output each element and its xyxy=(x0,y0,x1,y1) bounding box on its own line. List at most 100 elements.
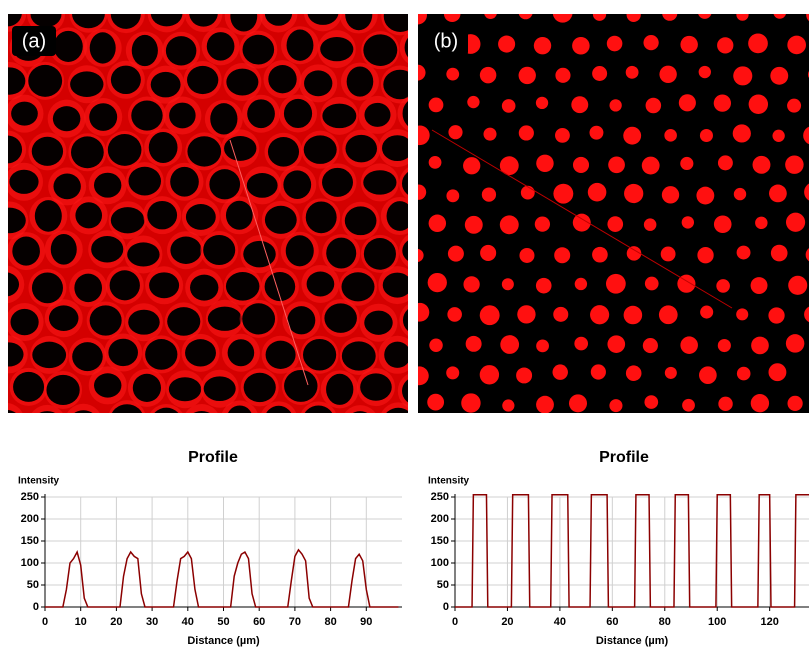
dot xyxy=(772,130,784,142)
dot xyxy=(626,425,641,440)
y-axis-label: Intensity xyxy=(18,476,60,487)
hole xyxy=(345,0,372,30)
dot xyxy=(770,67,788,85)
x-tick-label: 60 xyxy=(253,616,265,628)
hole xyxy=(204,376,236,401)
hole xyxy=(12,237,40,266)
hole xyxy=(90,32,116,63)
dot xyxy=(643,338,658,353)
dot xyxy=(700,306,713,319)
dot xyxy=(606,274,626,294)
dot xyxy=(447,307,462,322)
hole xyxy=(0,410,21,434)
dot xyxy=(536,155,553,172)
dot xyxy=(751,277,768,294)
dot xyxy=(411,303,430,322)
rim xyxy=(0,302,5,340)
hole xyxy=(170,237,201,264)
dot xyxy=(534,37,551,54)
hole xyxy=(320,37,353,61)
hole xyxy=(31,1,62,27)
dot xyxy=(624,306,643,325)
hole xyxy=(387,201,414,231)
dot xyxy=(624,184,643,203)
hole xyxy=(226,201,253,230)
dot xyxy=(446,189,459,202)
hole xyxy=(149,132,178,163)
dot xyxy=(699,66,711,78)
hole xyxy=(110,404,143,434)
hole xyxy=(51,234,77,265)
dot xyxy=(448,125,462,139)
hole xyxy=(264,406,293,435)
dot xyxy=(410,125,430,145)
rim xyxy=(0,231,7,269)
dot xyxy=(553,307,568,322)
dot xyxy=(642,157,660,175)
x-tick-label: 50 xyxy=(217,616,229,628)
hole xyxy=(128,310,159,335)
dot xyxy=(751,337,769,355)
rim xyxy=(0,0,4,2)
dot xyxy=(607,216,623,232)
hole xyxy=(268,137,299,167)
hole xyxy=(210,103,237,134)
dot xyxy=(680,157,693,170)
hole xyxy=(9,170,38,194)
dot xyxy=(410,65,426,81)
hole xyxy=(364,311,392,335)
panel-label: (a) xyxy=(22,30,46,52)
hole xyxy=(53,106,81,131)
dot xyxy=(592,66,607,81)
dot xyxy=(645,277,659,291)
rim xyxy=(167,0,205,1)
dot xyxy=(665,367,677,379)
hole xyxy=(129,167,161,196)
profile-line xyxy=(455,495,809,607)
dot xyxy=(519,248,534,263)
hole xyxy=(304,70,332,96)
y-tick-label: 100 xyxy=(21,557,39,569)
dot xyxy=(553,3,573,23)
dot xyxy=(608,156,625,173)
y-tick-label: 200 xyxy=(431,513,449,525)
hole xyxy=(170,167,199,197)
dot xyxy=(644,218,657,231)
hole xyxy=(287,306,315,334)
hole xyxy=(243,35,275,65)
x-axis-label: Distance (µm) xyxy=(187,635,260,647)
x-tick-label: 60 xyxy=(606,616,618,628)
x-tick-label: 0 xyxy=(452,616,458,628)
dot xyxy=(698,426,717,445)
dot xyxy=(788,276,807,295)
rim xyxy=(0,367,8,405)
hole xyxy=(0,237,1,262)
hole xyxy=(53,174,80,200)
dot xyxy=(573,157,589,173)
hole xyxy=(91,236,123,263)
hole xyxy=(304,135,337,164)
hole xyxy=(286,235,314,266)
dot xyxy=(718,397,732,411)
dot xyxy=(773,426,786,439)
dot xyxy=(736,8,748,20)
dot xyxy=(733,426,750,443)
dot xyxy=(591,364,606,379)
hole xyxy=(230,1,257,32)
dot xyxy=(480,245,496,261)
hole xyxy=(169,377,201,401)
dot xyxy=(427,394,444,411)
dot xyxy=(658,422,678,442)
hole xyxy=(342,272,375,301)
dot xyxy=(662,186,679,203)
hole xyxy=(110,270,140,300)
dot xyxy=(768,307,784,323)
x-tick-label: 80 xyxy=(659,616,671,628)
y-tick-label: 250 xyxy=(431,491,449,503)
dot xyxy=(643,35,658,50)
rim xyxy=(64,404,102,442)
dot xyxy=(411,184,426,199)
hole xyxy=(228,339,255,366)
dot xyxy=(659,305,678,324)
